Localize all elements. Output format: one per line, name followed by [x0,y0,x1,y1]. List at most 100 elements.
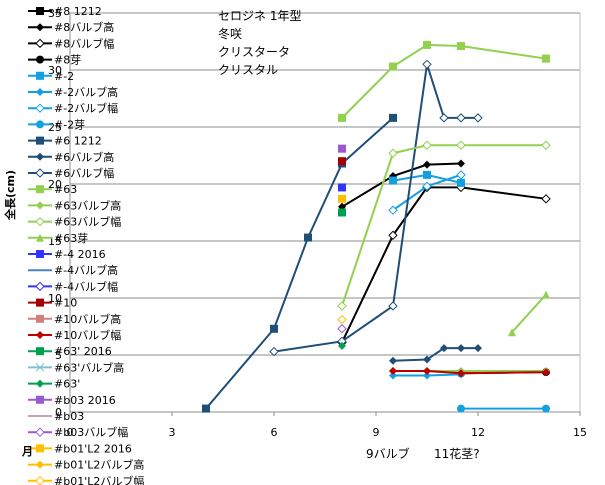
annotation: 11花茎? [434,446,480,461]
legend-label: #b01'L2バルブ高 [54,458,144,472]
legend-label: #b01'L2 2016 [54,442,132,455]
data-point [456,170,466,180]
x-tick-label: 9 [373,426,380,439]
data-point [36,460,44,469]
data-point [337,314,347,325]
x-tick-label: 6 [271,426,278,439]
legend-label: #63 [54,183,77,196]
legend-entry: #-2 [28,70,74,83]
x-tick-label: 15 [573,426,587,439]
data-point [423,40,431,49]
data-point [388,205,398,215]
data-point [35,38,45,49]
series-line [511,293,547,333]
legend-entry: #63'バルブ高 [28,360,124,374]
series-line [392,347,478,362]
y-axis-label: 全長(cm) [3,170,17,221]
legend-label: #-4バルブ幅 [54,279,118,293]
data-point [36,379,44,388]
series-#-4 2016 [338,183,346,192]
legend-entry: #10バルブ幅 [28,328,121,342]
y-tick-label: 20 [48,178,62,191]
data-point [36,201,44,210]
data-point [457,404,465,413]
data-point [422,59,432,70]
legend-entry: #b03 2016 [28,394,116,407]
data-point [389,371,397,380]
data-point [389,366,397,375]
data-point [338,194,346,203]
legend-label: #63バルブ高 [54,198,121,212]
data-point [542,54,550,63]
data-point [36,298,44,307]
legend-label: #-2バルブ幅 [54,101,118,115]
data-point [338,341,346,350]
legend-label: #b03 [54,410,84,423]
data-point [456,113,466,123]
legend-label: #63' 2016 [54,345,112,358]
series-#10バルブ幅 [389,366,550,378]
legend-label: #10 [54,297,77,310]
data-point [202,404,210,413]
data-point [473,113,483,123]
data-point [389,62,397,71]
data-point [36,71,44,80]
legend-entry: #8 1212 [28,5,102,18]
data-point [508,328,516,337]
data-point [338,183,346,192]
legend-label: #10バルブ高 [54,312,121,326]
legend-entry: #63' [28,378,80,391]
legend-entry: #63' 2016 [28,345,112,358]
legend-label: #63'バルブ高 [54,360,124,374]
data-point [36,314,44,323]
data-point [422,181,432,191]
data-point [389,113,397,122]
data-point [423,160,431,169]
data-point [422,140,432,150]
series-#63バルブ幅 [337,140,551,311]
data-point [388,301,398,311]
data-point [36,136,44,145]
series-line [341,162,462,208]
legend-label: #b01'L2バルブ幅 [54,474,144,485]
data-point [36,444,44,453]
annotation: 9バルブ [366,446,410,461]
legend-label: #63芽 [54,231,88,245]
series-#63芽 [508,290,550,337]
series-#6バルブ幅 [269,59,483,357]
legend-entry: #63バルブ幅 [28,215,121,229]
series-line [341,43,547,119]
legend-entry: #63芽 [28,231,88,245]
series-#63' 2016 [338,208,346,217]
data-point [36,331,44,339]
data-point [456,140,466,150]
legend-label: #8バルブ高 [54,20,114,34]
legend-entry: #6バルブ高 [28,150,114,164]
data-point [542,368,550,377]
legend-label: #6バルブ高 [54,150,114,164]
data-point [457,178,465,187]
series-#-2バルブ幅 [388,170,466,215]
legend-entry: #63 [28,183,77,196]
data-point [388,230,398,241]
data-point [542,290,550,299]
data-point [423,371,431,380]
legend-label: #-2バルブ高 [54,85,118,99]
legend-label: #8芽 [54,53,81,67]
data-point [474,344,482,353]
series-line [205,117,394,410]
series-line [393,369,547,375]
legend-label: #10バルブ幅 [54,328,121,342]
data-point [541,194,551,204]
legend-label: #-2芽 [54,117,85,131]
legend-label: #63バルブ幅 [54,215,121,229]
legend-entry: #-2芽 [28,117,85,131]
chart-title-line: セロジネ 1年型 [218,9,301,23]
data-point [542,404,550,413]
legend-label: #-4 2016 [54,248,106,261]
legend-label: #63' [54,378,80,391]
legend-label: #-4バルブ高 [54,263,118,277]
data-point [423,170,431,179]
